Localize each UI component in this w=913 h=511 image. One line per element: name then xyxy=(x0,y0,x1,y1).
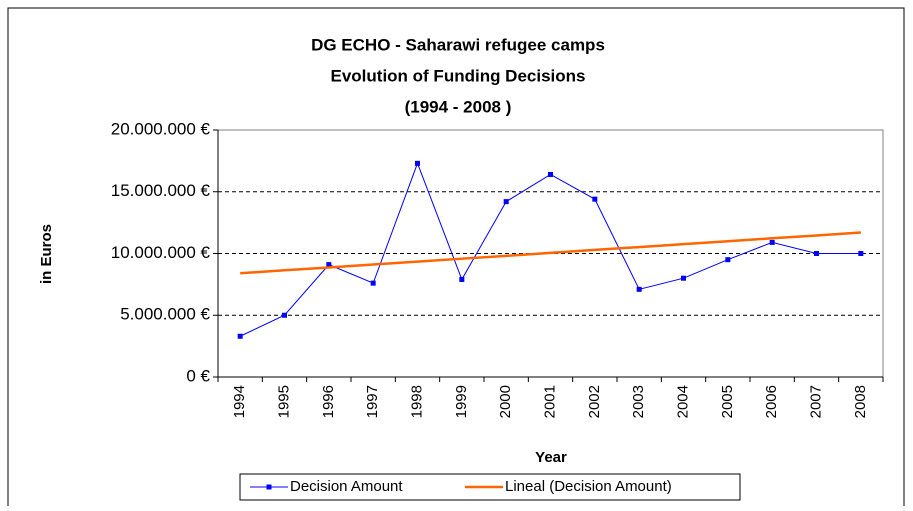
point-marker xyxy=(237,333,243,339)
legend-label: Lineal (Decision Amount) xyxy=(505,478,672,495)
x-tick-label: 1997 xyxy=(364,385,381,418)
x-tick-label: 2001 xyxy=(541,385,558,418)
y-tick-label: 20.000.000 € xyxy=(111,119,211,138)
chart-title: (1994 - 2008 ) xyxy=(405,97,512,116)
x-tick-label: 2002 xyxy=(586,385,603,418)
legend-label: Decision Amount xyxy=(290,478,403,495)
point-marker xyxy=(592,196,598,202)
point-marker xyxy=(814,251,819,256)
point-marker xyxy=(548,171,553,177)
y-tick-label: 5.000.000 € xyxy=(120,305,210,324)
legend-marker xyxy=(266,484,272,490)
point-marker xyxy=(681,275,686,281)
point-marker xyxy=(370,280,376,286)
x-tick-label: 2008 xyxy=(852,385,869,418)
chart-title: DG ECHO - Saharawi refugee camps xyxy=(311,35,605,54)
point-marker xyxy=(725,257,731,263)
x-tick-label: 2006 xyxy=(763,385,780,418)
x-tick-label: 2004 xyxy=(674,385,691,418)
chart-title: Evolution of Funding Decisions xyxy=(331,66,586,85)
point-marker xyxy=(503,199,509,205)
y-tick-label: 0 € xyxy=(186,366,210,385)
x-tick-label: 2000 xyxy=(497,385,514,418)
x-tick-label: 1996 xyxy=(320,385,337,418)
point-marker xyxy=(858,251,864,256)
x-tick-label: 1995 xyxy=(275,385,292,418)
y-axis-label: in Euros xyxy=(38,224,55,284)
point-marker xyxy=(415,160,420,166)
y-tick-label: 10.000.000 € xyxy=(111,243,211,262)
point-marker xyxy=(282,312,287,318)
point-marker xyxy=(769,239,775,245)
x-tick-label: 1999 xyxy=(453,385,470,418)
x-tick-label: 1994 xyxy=(231,385,248,418)
x-axis-label: Year xyxy=(535,449,567,466)
point-marker xyxy=(459,276,465,282)
x-tick-label: 2005 xyxy=(719,385,736,418)
x-tick-label: 2003 xyxy=(630,385,647,418)
y-tick-label: 15.000.000 € xyxy=(111,181,211,200)
x-tick-label: 2007 xyxy=(807,385,824,418)
point-marker xyxy=(326,262,332,268)
series-line xyxy=(240,231,861,275)
x-tick-label: 1998 xyxy=(408,385,425,418)
point-marker xyxy=(636,286,642,292)
